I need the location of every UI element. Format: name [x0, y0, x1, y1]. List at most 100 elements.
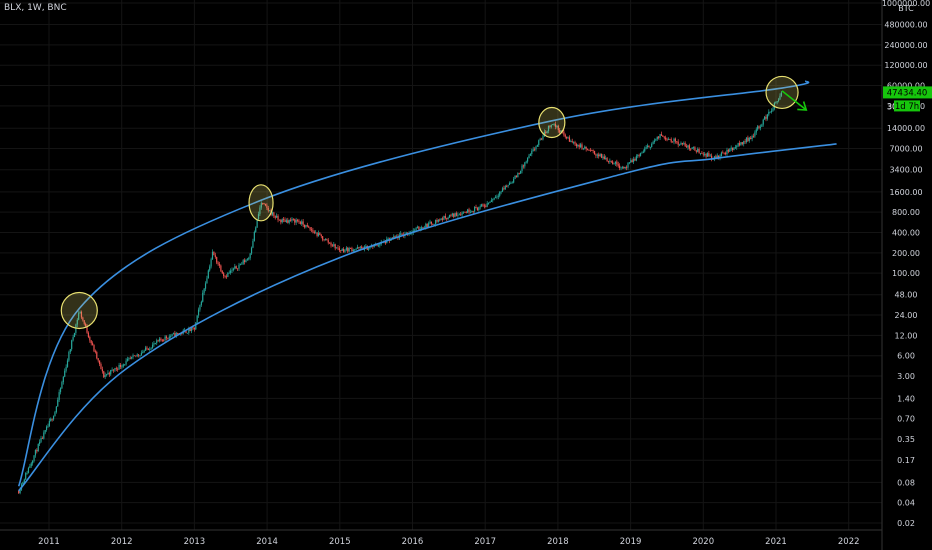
candle-body — [144, 347, 147, 351]
candle-body — [94, 351, 96, 353]
candle-body — [634, 159, 636, 161]
candle-body — [451, 213, 453, 216]
candle-body — [724, 152, 727, 155]
candle-body — [160, 338, 162, 340]
candle-body — [768, 111, 770, 115]
candle-body — [552, 124, 554, 126]
candle-body — [582, 148, 584, 150]
peak-highlight-circle — [538, 106, 566, 139]
candle-body — [172, 333, 175, 334]
candle-body — [264, 203, 267, 206]
candle-body — [344, 249, 346, 252]
candle-body — [83, 320, 85, 324]
candle-body — [319, 233, 321, 236]
candle-body — [528, 155, 530, 159]
candle-body — [276, 215, 278, 218]
grid — [0, 0, 882, 530]
candle-body — [112, 369, 115, 371]
candle-body — [23, 479, 25, 483]
projection-arrow — [781, 90, 808, 111]
price-tag-bg — [883, 86, 932, 99]
candle-body — [48, 421, 50, 426]
y-tick-label: 240000.00 — [884, 41, 927, 50]
candle-body — [211, 251, 214, 260]
regression-channel — [17, 80, 837, 492]
peak-highlight-circle — [248, 184, 274, 222]
y-tick-label: 3400.00 — [889, 166, 922, 175]
candle-body — [129, 358, 131, 360]
candle-body — [620, 167, 622, 169]
candle-body — [200, 301, 202, 306]
candle-body — [764, 116, 766, 120]
candle-body — [89, 337, 91, 341]
candle-body — [676, 141, 678, 143]
peak-highlights — [60, 75, 799, 330]
candle-body — [469, 212, 472, 213]
candle-body — [596, 154, 598, 156]
x-tick-label: 2012 — [111, 537, 133, 547]
candle-body — [101, 369, 103, 372]
candle-body — [394, 236, 396, 238]
candle-body — [281, 219, 283, 223]
time-axis[interactable]: 2011 2012 2013 2014 2015 2016 2017 2018 2019 2020… — [0, 529, 882, 547]
candle-body — [323, 239, 325, 241]
candle-body — [589, 149, 591, 151]
candle-body — [111, 369, 113, 371]
x-tick-label: 2015 — [329, 537, 351, 547]
candle-body — [772, 108, 774, 111]
candle-body — [751, 136, 753, 140]
candle-body — [334, 244, 336, 249]
candle-body — [50, 418, 52, 422]
candle-body — [744, 141, 746, 143]
y-tick-label: 6.00 — [897, 352, 915, 361]
candle-body — [607, 161, 610, 162]
candle-body — [51, 418, 53, 420]
candle-body — [153, 343, 155, 345]
candle-body — [242, 260, 244, 264]
candle-body — [441, 218, 444, 220]
candle-body — [497, 195, 499, 197]
y-tick-label: 0.35 — [897, 435, 915, 444]
candle-body — [628, 162, 630, 164]
candle-body — [592, 150, 594, 151]
candle-body — [545, 131, 547, 133]
candle-body — [547, 125, 550, 132]
candle-body — [621, 166, 624, 168]
candle-body — [715, 156, 717, 158]
candle-body — [659, 134, 661, 138]
candle-body — [85, 323, 87, 327]
candle-body — [733, 147, 735, 150]
candle-body — [333, 244, 335, 246]
candle-body — [86, 326, 88, 333]
y-tick-label: 100.00 — [892, 269, 920, 278]
candle-body — [698, 149, 700, 154]
candle-body — [151, 344, 154, 349]
candle-body — [683, 143, 685, 145]
x-tick-label: 2019 — [620, 537, 642, 547]
candle-body — [237, 268, 239, 270]
candle-body — [122, 364, 124, 367]
candle-body — [773, 103, 775, 109]
candle-body — [62, 376, 64, 383]
candle-body — [273, 212, 275, 217]
candle-body — [158, 338, 161, 341]
candle-body — [556, 125, 558, 127]
candle-body — [271, 212, 274, 215]
candle-body — [30, 463, 32, 466]
candle-body — [170, 336, 172, 337]
candle-body — [19, 489, 21, 494]
arrow-shaft — [781, 90, 807, 111]
candle-body — [518, 173, 520, 175]
candle-body — [79, 311, 81, 314]
channel-upper-line — [17, 80, 810, 487]
candle-body — [638, 155, 640, 157]
x-tick-label: 2020 — [692, 537, 714, 547]
candle-body — [531, 150, 533, 155]
candle-body — [447, 217, 449, 220]
candle-body — [687, 145, 689, 148]
candle-body — [259, 207, 261, 215]
candle-body — [243, 260, 246, 263]
candle-body — [557, 125, 559, 131]
candle-body — [666, 139, 668, 141]
